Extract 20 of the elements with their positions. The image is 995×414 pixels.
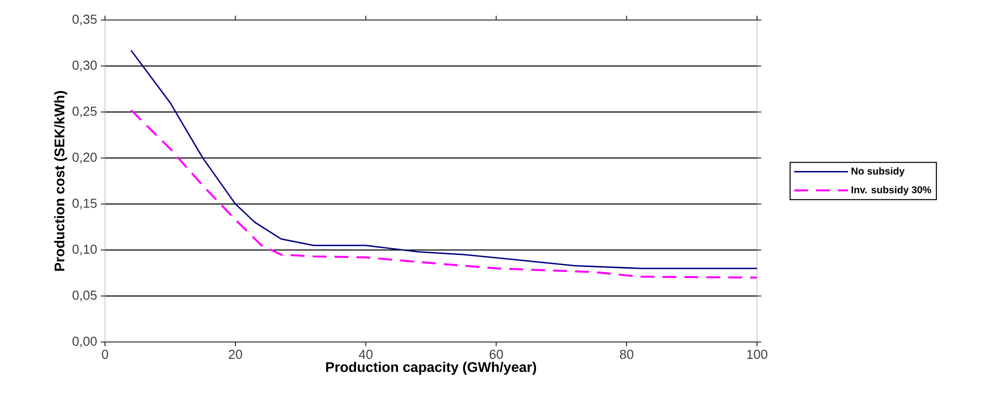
y-tick-label: 0,15 [72, 198, 97, 210]
line-series [130, 50, 758, 270]
y-axis-title: Production cost (SEK/kWh) [54, 91, 68, 271]
x-tick-label: 80 [620, 350, 634, 359]
x-tick-label: 100 [747, 350, 768, 359]
y-tick-label: 0,25 [72, 106, 97, 118]
y-tick-label: 0,20 [72, 152, 97, 164]
text: Inv. subsidy 30% [852, 186, 932, 196]
x-axis-title: Production capacity (GWh/year) [326, 362, 536, 375]
x-tick-label: 40 [358, 350, 373, 359]
y-tick-label: 0,00 [72, 336, 97, 348]
y-tick-label: 0,05 [72, 290, 97, 302]
x-tick-label: 0 [102, 350, 108, 359]
x-tick-label: 20 [228, 350, 242, 359]
x-tick-label: 60 [490, 350, 503, 359]
y-tick-label: 0,35 [72, 14, 97, 26]
y-tick-label: 0,10 [72, 244, 97, 256]
text: No subsidy [852, 167, 905, 177]
y-tick-label: 0,30 [72, 60, 97, 72]
line-series [130, 109, 758, 279]
